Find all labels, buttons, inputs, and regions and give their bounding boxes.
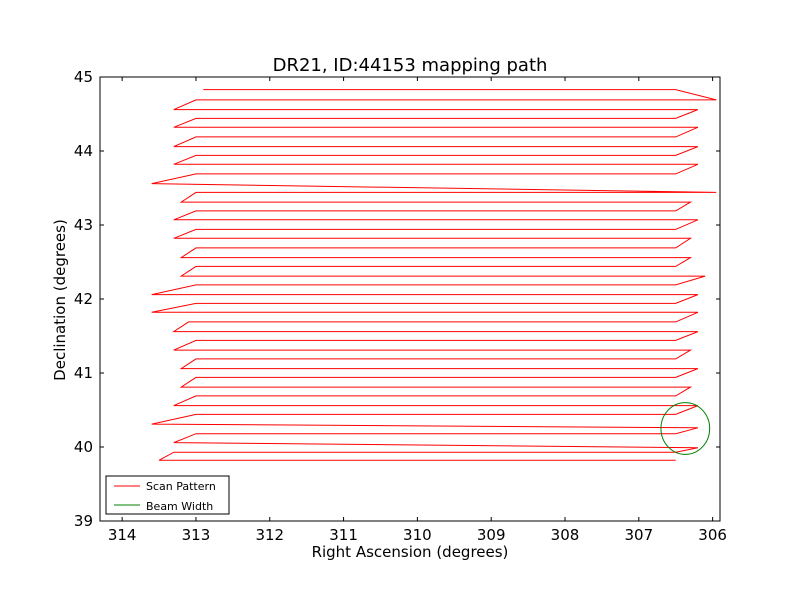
y-tick-label: 41 <box>74 364 93 382</box>
x-tick-label: 306 <box>698 526 727 544</box>
legend-beam-label: Beam Width <box>146 500 213 513</box>
x-tick-label: 310 <box>403 526 432 544</box>
x-tick-label: 311 <box>329 526 358 544</box>
plot-area: 314 313 312 311 310 309 308 307 306 39 40 41 42 43 44 4… <box>74 68 727 544</box>
x-tick-label: 312 <box>255 526 284 544</box>
scan-pattern-line <box>151 89 717 461</box>
y-tick-label: 43 <box>74 216 93 234</box>
y-tick-label: 39 <box>74 512 93 530</box>
x-tick-label: 309 <box>477 526 506 544</box>
legend-scan-label: Scan Pattern <box>146 480 216 493</box>
beam-width-circle <box>660 402 711 455</box>
y-tick-label: 45 <box>74 68 93 86</box>
x-tick-label: 307 <box>624 526 653 544</box>
y-tick-label: 40 <box>74 438 93 456</box>
chart-title: DR21, ID:44153 mapping path <box>273 55 548 76</box>
y-axis-label: Declination (degrees) <box>51 219 69 381</box>
legend: Scan Pattern Beam Width <box>105 475 230 515</box>
x-axis-label: Right Ascension (degrees) <box>312 543 509 561</box>
legend-box <box>105 475 230 515</box>
x-tick-label: 314 <box>108 526 137 544</box>
x-tick-label: 308 <box>551 526 580 544</box>
y-tick-label: 44 <box>74 142 93 160</box>
y-tick-label: 42 <box>74 290 93 308</box>
x-tick-label: 313 <box>182 526 211 544</box>
